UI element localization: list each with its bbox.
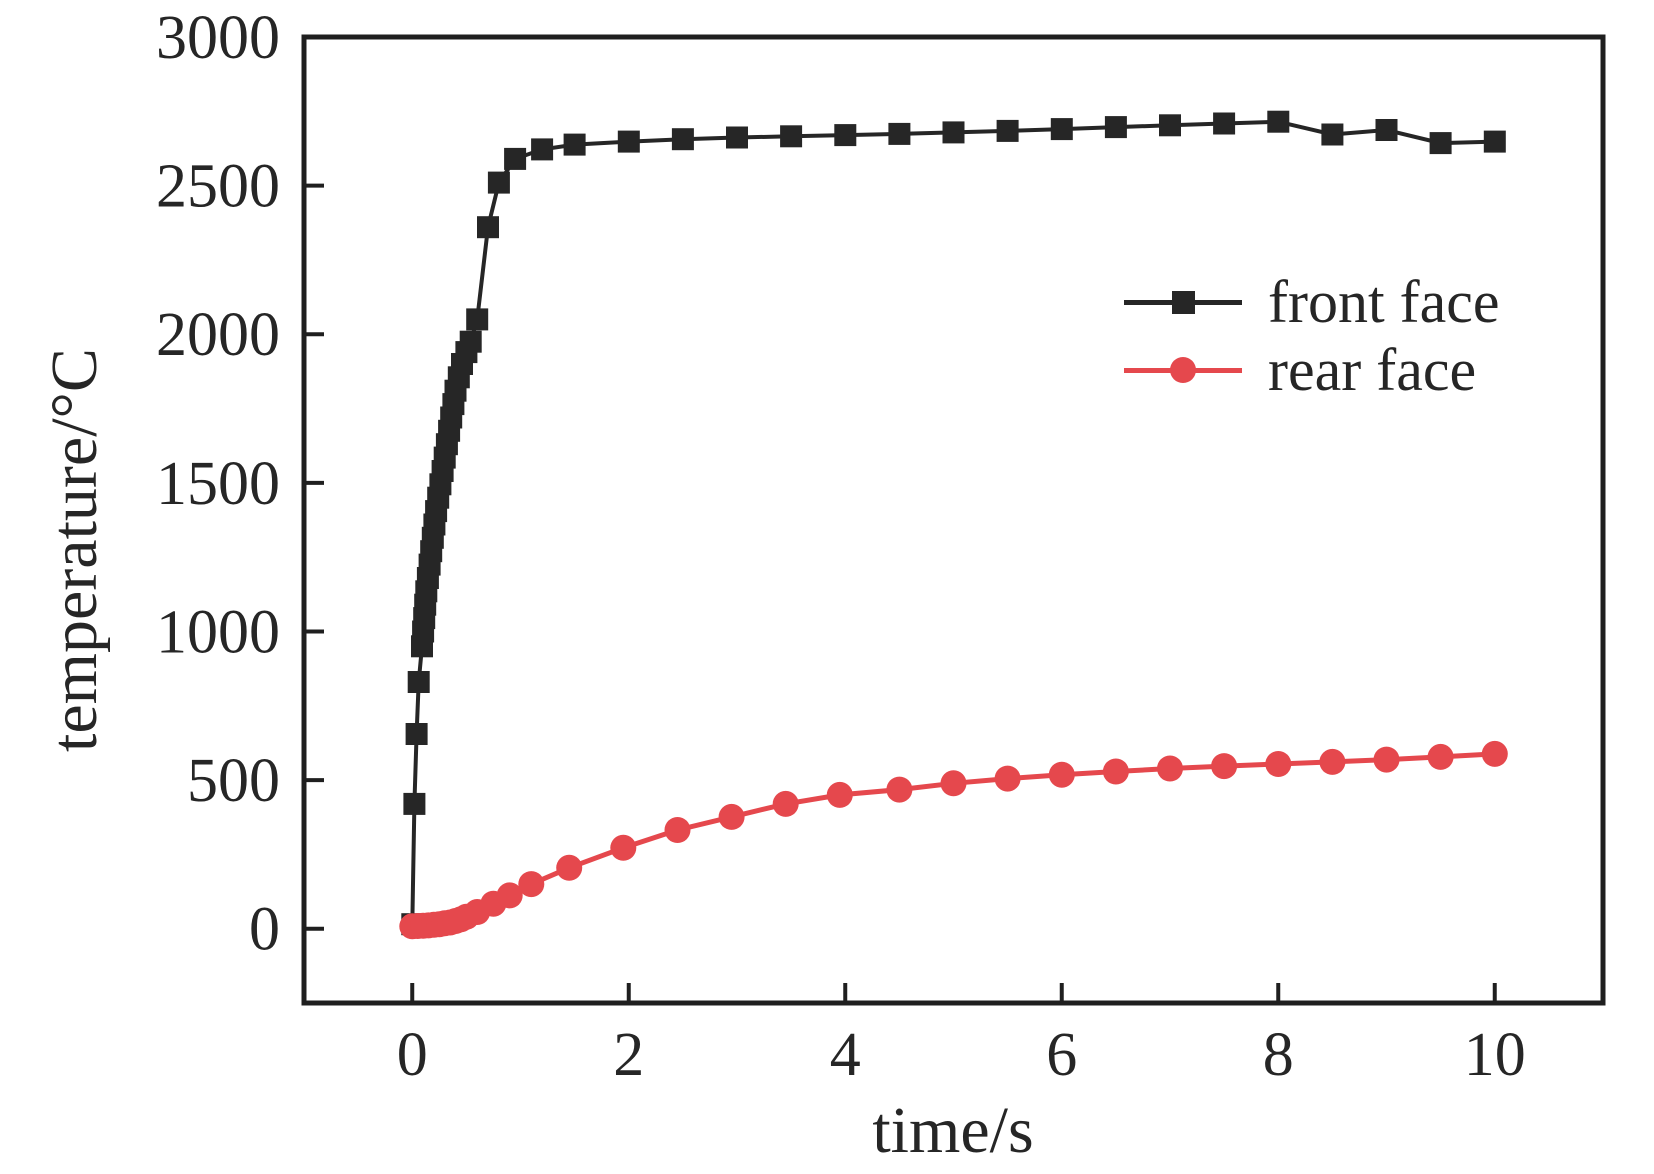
data-point-square — [531, 138, 554, 161]
data-point-circle — [1102, 758, 1129, 785]
data-point-square — [504, 147, 527, 170]
data-point-circle — [556, 854, 583, 881]
x-tick-label: 10 — [1464, 1021, 1526, 1089]
data-point-square — [477, 216, 499, 239]
data-point-square — [1429, 132, 1452, 155]
y-tick-label: 2500 — [156, 153, 280, 221]
x-tick-label: 2 — [613, 1021, 644, 1089]
series-group — [399, 110, 1508, 940]
data-point-circle — [518, 871, 545, 898]
x-tick-label: 6 — [1046, 1021, 1077, 1089]
data-point-square — [888, 122, 911, 145]
data-point-square — [1321, 123, 1344, 146]
data-point-square — [617, 130, 640, 153]
y-tick-label: 3000 — [156, 4, 280, 72]
data-point-circle — [940, 770, 967, 797]
data-point-circle — [1048, 761, 1075, 788]
data-point-circle — [1157, 755, 1183, 782]
legend-item-front-face: front face — [1124, 268, 1500, 336]
legend-label-front-face: front face — [1268, 269, 1500, 335]
data-point-circle — [718, 803, 745, 830]
data-point-square — [1104, 116, 1127, 139]
rear-face-circle-marker-icon — [1124, 355, 1242, 385]
data-point-square — [780, 125, 803, 148]
y-axis-title: temperature/°C — [38, 348, 111, 752]
plot-frame — [301, 34, 1606, 1006]
x-tick-label: 0 — [397, 1021, 428, 1089]
data-point-square — [405, 723, 428, 745]
data-point-square — [1159, 114, 1181, 137]
legend: front face rear face — [1124, 268, 1500, 404]
series-line-front-face — [410, 119, 1495, 925]
data-point-square — [403, 792, 426, 815]
data-point-circle — [664, 817, 691, 843]
x-tick-label: 4 — [830, 1021, 861, 1089]
data-point-square — [563, 133, 586, 156]
data-point-circle — [1481, 740, 1508, 767]
data-point-circle — [1427, 743, 1454, 770]
data-point-circle — [1265, 751, 1292, 777]
data-point-circle — [496, 882, 523, 909]
data-point-square — [407, 671, 430, 693]
y-tick-label: 1500 — [156, 450, 280, 518]
x-tick-label: 8 — [1263, 1021, 1294, 1089]
x-axis-title: time/s — [872, 1094, 1033, 1167]
data-point-circle — [1211, 753, 1238, 780]
data-point-square — [1483, 130, 1506, 153]
data-point-circle — [772, 790, 799, 817]
data-point-circle — [886, 776, 913, 803]
data-point-square — [671, 128, 694, 151]
data-point-square — [1375, 119, 1398, 141]
legend-item-rear-face: rear face — [1124, 336, 1500, 404]
data-point-circle — [1373, 746, 1400, 773]
y-tick-label: 1000 — [156, 598, 280, 666]
data-point-circle — [826, 781, 853, 808]
data-point-circle — [1319, 748, 1346, 775]
data-point-circle — [994, 765, 1021, 792]
data-point-square — [996, 119, 1019, 142]
legend-label-rear-face: rear face — [1268, 337, 1477, 403]
y-tick-label: 0 — [249, 896, 280, 964]
y-tick-label: 500 — [187, 747, 280, 815]
data-point-square — [1267, 110, 1290, 133]
data-point-square — [942, 121, 965, 144]
data-point-square — [487, 171, 510, 194]
y-tick-label: 2000 — [156, 301, 280, 369]
front-face-square-marker-icon — [1124, 287, 1242, 317]
data-point-square — [1050, 118, 1073, 141]
data-point-square — [834, 124, 857, 147]
data-point-square — [726, 126, 748, 149]
plot-frame-group: 0 2 4 6 8 10 0 500 1000 1500 2000 2500 3000 — [156, 4, 1606, 1089]
data-point-square — [466, 308, 489, 331]
data-point-square — [1213, 112, 1236, 135]
data-point-square — [459, 330, 482, 353]
data-point-circle — [610, 834, 637, 861]
